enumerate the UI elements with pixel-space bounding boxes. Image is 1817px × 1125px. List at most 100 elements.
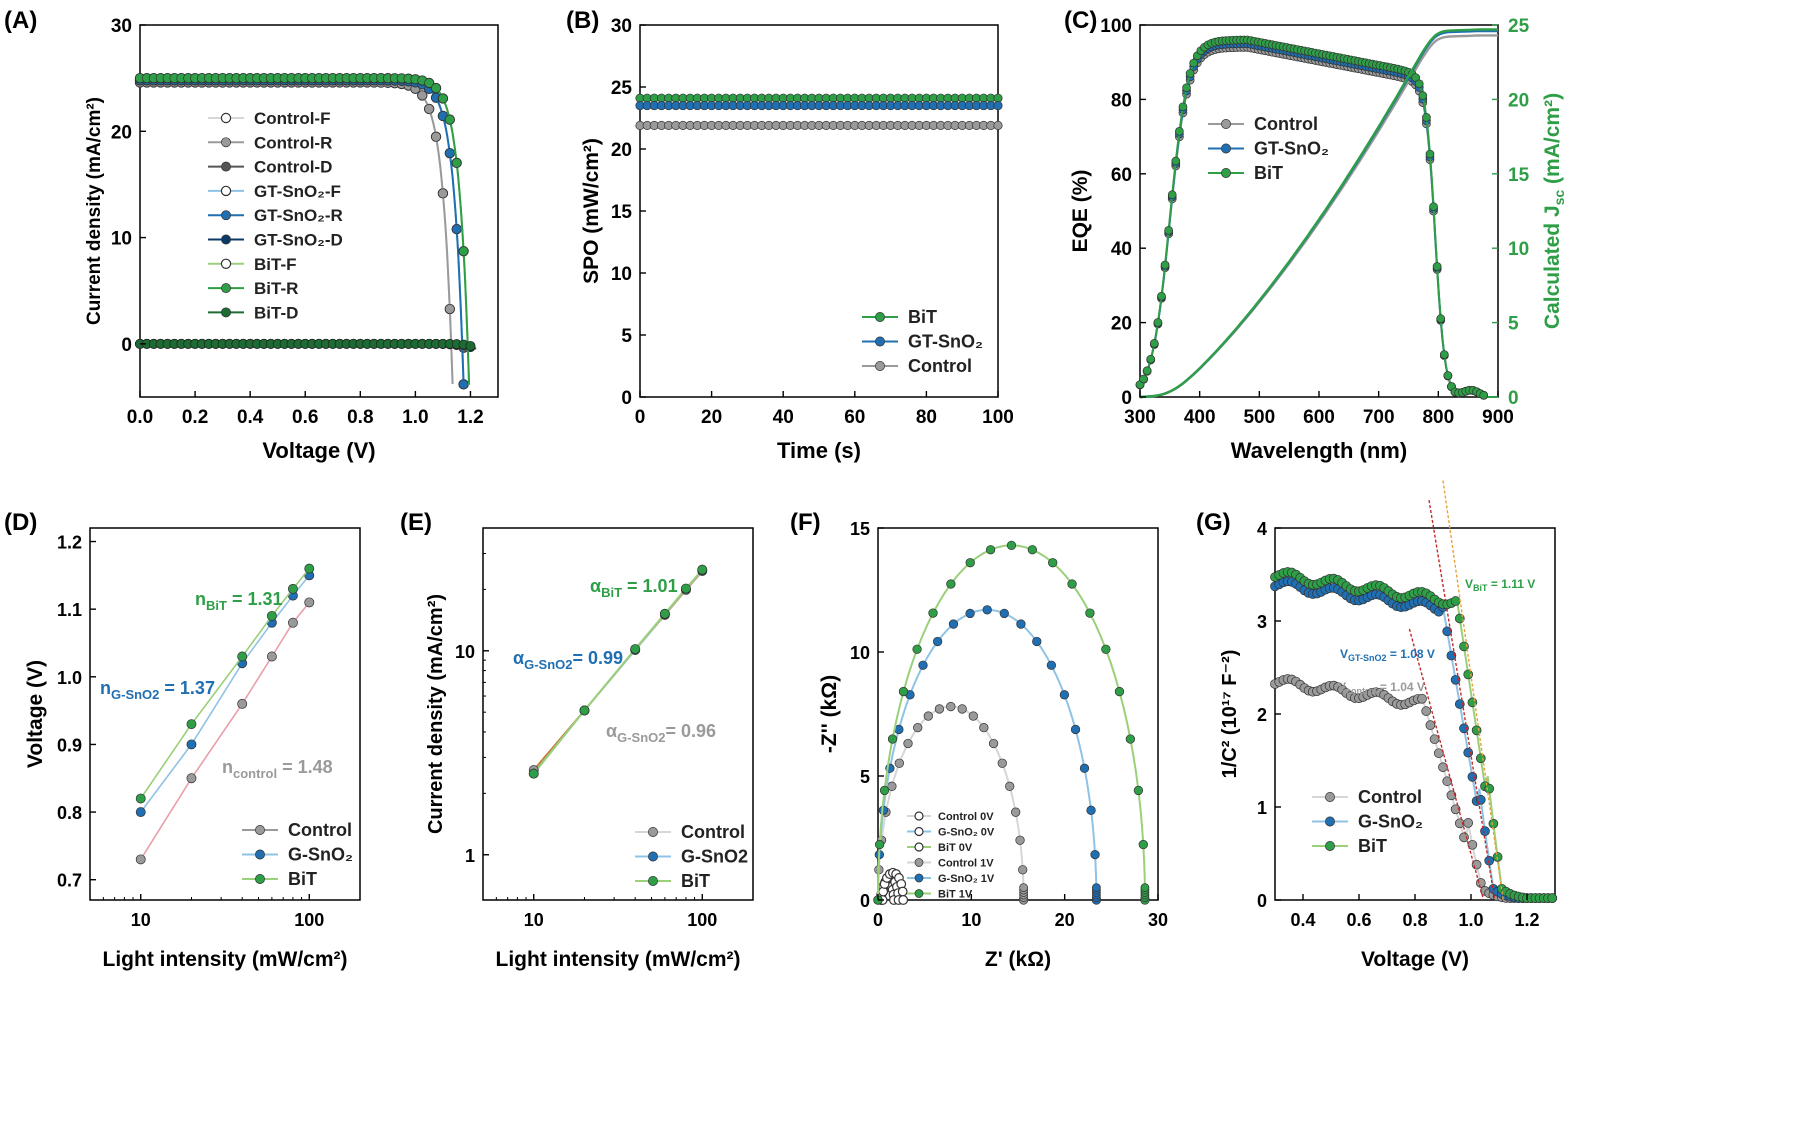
legend-label: BiT-F xyxy=(254,255,297,274)
eqe-point xyxy=(1182,83,1191,93)
panel-c-legend: Control GT-SnO₂ BiT xyxy=(1208,114,1329,183)
y-tick-label: 40 xyxy=(1111,239,1132,260)
legend-marker xyxy=(1325,816,1335,827)
nyquist-point xyxy=(918,660,928,670)
eqe-point xyxy=(1178,102,1188,112)
eqe-point xyxy=(1157,291,1166,301)
nyquist-point xyxy=(1101,644,1111,654)
jv-point xyxy=(417,90,428,101)
y-tick-label: 0 xyxy=(121,335,132,356)
nyquist-point xyxy=(1046,660,1057,670)
jsc-integral-curve xyxy=(1139,28,1498,399)
legend-label: BiT xyxy=(681,871,710,891)
y-tick-label: 4 xyxy=(1257,519,1267,539)
x-tick-label: 600 xyxy=(1303,407,1335,428)
legend-marker xyxy=(875,312,885,322)
y-tick-label: 10 xyxy=(111,229,132,250)
y-tick-label: 0 xyxy=(1121,388,1132,409)
data-point xyxy=(266,651,277,662)
annotation: nBiT = 1.31 xyxy=(195,589,283,613)
x-tick-label: 60 xyxy=(844,407,865,428)
nyquist-point xyxy=(999,608,1009,619)
mott-schottky-point xyxy=(1450,674,1461,685)
nyquist-point xyxy=(1079,763,1090,773)
legend-marker xyxy=(221,307,231,318)
legend-marker xyxy=(255,874,265,884)
legend-marker xyxy=(1325,841,1335,851)
annotation: VBiT = 1.11 V xyxy=(1465,577,1535,593)
x-tick-label: 800 xyxy=(1422,407,1454,428)
panel-g-legend: Control G-SnO₂ BiT xyxy=(1312,787,1423,856)
spo-point xyxy=(993,101,1003,111)
eqe-point xyxy=(1160,260,1170,270)
legend-label: G-SnO2 xyxy=(681,847,748,867)
panel-b-ylabel: SPO (mW/cm²) xyxy=(580,138,603,284)
nyquist-point xyxy=(923,711,933,721)
y-tick-label: 20 xyxy=(111,122,132,143)
annotation: αG-SnO2= 0.96 xyxy=(606,721,716,745)
annotation: Vcontrol = 1.04 V xyxy=(1338,680,1425,696)
nyquist-point xyxy=(928,608,938,618)
y-tick-label: 10 xyxy=(611,264,632,285)
jv-point xyxy=(451,224,462,235)
linear-fit-line xyxy=(1442,480,1504,901)
data-point xyxy=(237,651,248,662)
annotation-sub: control xyxy=(1346,686,1377,696)
panel-f: (F) 0 10 20 30 0 5 10 15 Z' (kΩ) -Z'' (kΩ) Cont… xyxy=(790,509,1168,971)
mott-schottky-point xyxy=(1467,772,1478,782)
legend-label: Control xyxy=(1358,787,1422,807)
eqe-point xyxy=(1153,318,1163,327)
mott-schottky-curve xyxy=(1274,580,1553,900)
panel-f-ticks: 0 10 20 30 0 5 10 15 xyxy=(850,519,1168,930)
legend-label: Control-F xyxy=(254,109,330,128)
spo-point xyxy=(993,120,1003,130)
annotation-value: = 0.96 xyxy=(665,721,716,741)
data-point xyxy=(304,597,315,608)
eqe-point xyxy=(1139,374,1148,384)
annotation-sub: BiT xyxy=(206,598,227,613)
panel-d: (D) 10 100 0.7 0.8 0.9 1.0 1.1 1.2 Light intens… xyxy=(4,509,361,971)
panel-d-xlabel: Light intensity (mW/cm²) xyxy=(103,948,348,971)
panel-f-marks xyxy=(873,540,1150,905)
legend-label: G-SnO₂ xyxy=(288,845,353,865)
nyquist-point xyxy=(879,785,890,796)
eqe-point xyxy=(1429,202,1438,212)
y-tick-label: 1.2 xyxy=(57,533,82,553)
legend-label: GT-SnO₂-D xyxy=(254,231,343,250)
nyquist-point xyxy=(1016,619,1026,629)
data-point xyxy=(186,719,197,730)
mott-schottky-point xyxy=(1450,596,1461,606)
legend-label: G-SnO₂ 1V xyxy=(938,873,995,885)
panel-g: (G) 0.4 0.6 0.8 1.0 1.2 0 1 2 3 4 Voltage (V) 1/C… xyxy=(1196,480,1558,971)
x-tick-label: 500 xyxy=(1243,407,1275,428)
panel-g-marks xyxy=(1270,480,1558,903)
panel-e-marks xyxy=(528,564,708,779)
legend-marker xyxy=(914,873,924,883)
panel-c-ylabel: EQE (%) xyxy=(1069,170,1092,253)
legend-marker xyxy=(221,234,231,245)
mott-schottky-point xyxy=(1433,748,1444,759)
panel-e-frame xyxy=(482,527,754,901)
mott-schottky-point xyxy=(1442,776,1453,787)
nyquist-point xyxy=(946,701,956,712)
y-tick-label: 0 xyxy=(1257,891,1267,911)
x-tick-label: 0.6 xyxy=(292,407,318,428)
nyquist-point xyxy=(1005,781,1015,791)
panel-a: (A) 0.0 0.2 0.4 0.6 0.8 1.0 1.2 0 10 20 30 Voltage… xyxy=(4,7,499,463)
eqe-point xyxy=(1414,79,1424,89)
nyquist-point xyxy=(1019,883,1028,892)
panel-a-ylabel: Current density (mA/cm²) xyxy=(84,97,105,325)
panel-d-ylabel: Voltage (V) xyxy=(24,660,47,768)
data-point xyxy=(135,807,146,818)
annotation-value: = 1.08 V xyxy=(1387,647,1435,661)
mott-schottky-point xyxy=(1467,839,1478,850)
annotation: αG-SnO2= 0.99 xyxy=(513,648,623,672)
y-tick-label: 5 xyxy=(860,767,870,787)
nyquist-point xyxy=(1086,805,1096,815)
legend-marker xyxy=(1325,792,1335,802)
nyquist-point xyxy=(1125,734,1136,744)
jv-point xyxy=(424,78,435,88)
fit-line xyxy=(140,601,310,860)
panel-b-label: (B) xyxy=(566,7,599,34)
data-point xyxy=(266,610,277,621)
